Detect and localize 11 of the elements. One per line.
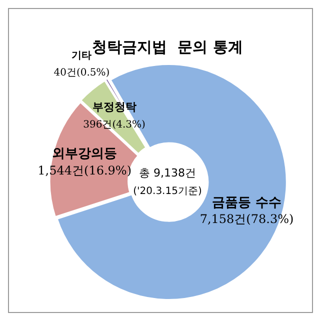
data-label: 1,544건(16.9%) [38, 163, 132, 178]
data-label: 40건(0.5%) [54, 68, 110, 79]
data-label: 7,158건(78.3%) [200, 212, 294, 226]
slice-label: 외부강의등 [52, 146, 118, 162]
slice-label: 금품등 수수 [212, 195, 282, 210]
chart-title: 청탁금지법 문의 통계 [92, 38, 243, 56]
text: ('20.3.15기준) [133, 186, 202, 198]
slice-label: 기타 [72, 50, 92, 62]
slice-label: 부정청탁 [92, 100, 136, 114]
data-label: 396건(4.3%) [83, 119, 146, 130]
text: 총 9,138건 [139, 166, 196, 180]
